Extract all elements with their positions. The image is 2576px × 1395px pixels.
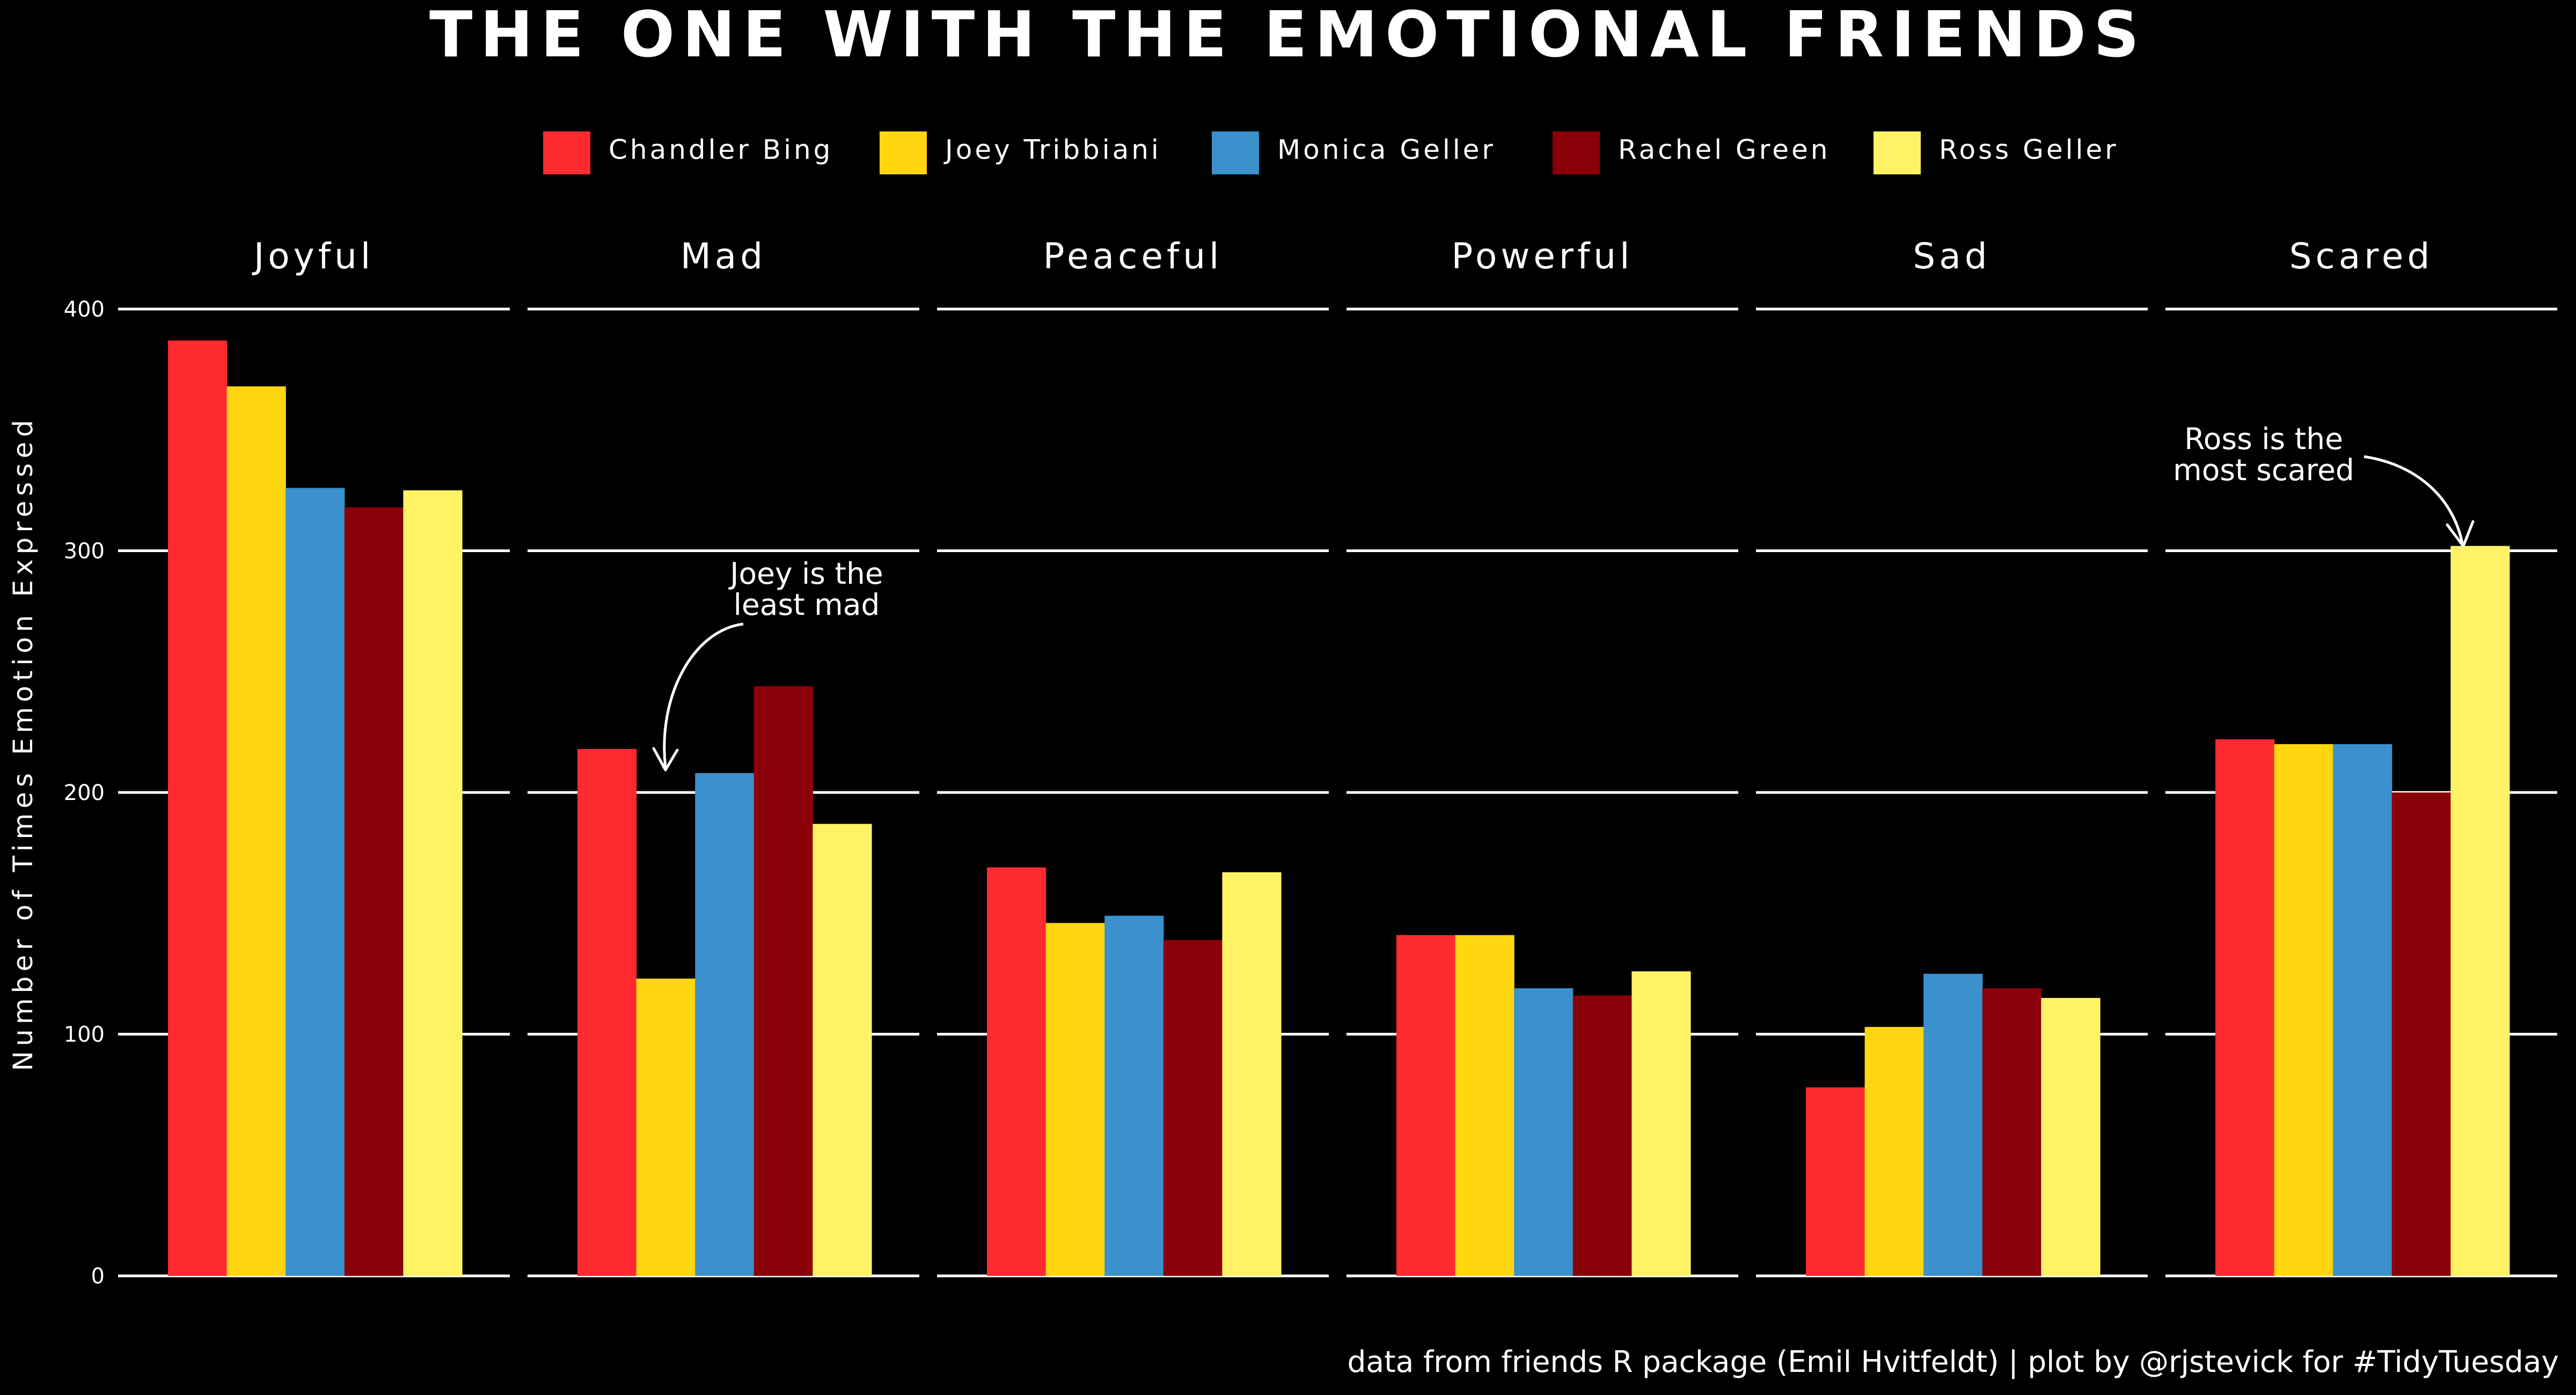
legend-label: Monica Geller [1277, 134, 1496, 165]
bar-mad-monica-geller [695, 773, 755, 1276]
y-tick-label: 100 [64, 1023, 105, 1047]
facet-label: Powerful [1452, 236, 1634, 277]
facet-peaceful: Peaceful [937, 236, 1329, 1277]
bar-powerful-monica-geller [1514, 988, 1574, 1276]
y-tick-label: 400 [64, 297, 105, 322]
legend-swatch [1212, 131, 1259, 174]
bar-sad-chandler-bing [1806, 1087, 1865, 1276]
y-tick-label: 0 [91, 1264, 105, 1289]
facet-label: Sad [1913, 236, 1990, 277]
bar-joyful-rachel-green [344, 507, 404, 1276]
bar-mad-ross-geller [813, 824, 872, 1276]
legend-swatch [1874, 131, 1921, 174]
facet-sad: Sad [1756, 236, 2148, 1277]
facet-label: Scared [2289, 236, 2434, 277]
y-axis-label: Number of Times Emotion Expressed [8, 415, 39, 1071]
bar-joyful-ross-geller [403, 490, 463, 1276]
bar-scared-ross-geller [2450, 546, 2510, 1276]
annotation-text: most scared [2173, 453, 2354, 487]
annotation-text: least mad [734, 588, 880, 622]
legend-item-rachel-green: Rachel Green [1553, 131, 1830, 174]
bar-scared-chandler-bing [2215, 739, 2275, 1276]
legend-item-monica-geller: Monica Geller [1212, 131, 1496, 174]
bar-scared-monica-geller [2333, 744, 2392, 1276]
bar-peaceful-monica-geller [1104, 915, 1164, 1276]
facet-label: Joyful [252, 236, 374, 277]
annotation-text: Ross is the [2184, 422, 2343, 456]
legend-label: Joey Tribbiani [943, 134, 1161, 165]
annotation-arrowhead [2446, 520, 2475, 548]
bar-sad-rachel-green [1982, 988, 2041, 1276]
legend-item-ross-geller: Ross Geller [1874, 131, 2119, 174]
annotation-arrow [2363, 455, 2464, 544]
bar-powerful-joey-tribbiani [1455, 935, 1514, 1276]
bar-joyful-monica-geller [286, 488, 345, 1276]
bar-sad-monica-geller [1923, 973, 1983, 1276]
bar-sad-joey-tribbiani [1864, 1026, 1924, 1276]
bar-powerful-rachel-green [1572, 995, 1632, 1276]
legend-label: Chandler Bing [609, 134, 833, 165]
facet-powerful: Powerful [1346, 236, 1738, 1277]
bar-scared-joey-tribbiani [2274, 744, 2333, 1276]
bar-joyful-joey-tribbiani [226, 386, 286, 1276]
annotation-arrow [663, 622, 744, 768]
bar-mad-chandler-bing [577, 748, 637, 1276]
annotation-arrowhead [652, 747, 679, 772]
bar-peaceful-joey-tribbiani [1045, 923, 1105, 1276]
legend-label: Rachel Green [1618, 134, 1830, 165]
y-tick-label: 200 [64, 781, 105, 805]
legend-swatch [880, 131, 927, 174]
legend-swatch [1553, 131, 1600, 174]
facet-scared: Scared [2165, 236, 2557, 1277]
legend-swatch [543, 131, 590, 174]
facet-label: Peaceful [1043, 236, 1223, 277]
bar-powerful-ross-geller [1631, 971, 1691, 1276]
facet-joyful: Joyful 0 100 200 300 400 [64, 236, 510, 1289]
facets: Joyful 0 100 200 300 400 Mad Peaceful Powerful Sa… [64, 236, 2557, 1289]
y-tick-label: 300 [64, 539, 105, 564]
bar-peaceful-chandler-bing [987, 867, 1046, 1276]
facet-label: Mad [680, 236, 766, 277]
legend-item-chandler-bing: Chandler Bing [543, 131, 833, 174]
bar-mad-rachel-green [753, 686, 813, 1276]
bar-joyful-chandler-bing [168, 340, 228, 1276]
annotation-text: Joey is the [728, 556, 883, 591]
chart-title: The One with the Emotional Friends [429, 0, 2147, 71]
bar-scared-rachel-green [2391, 792, 2451, 1276]
legend: Chandler Bing Joey Tribbiani Monica Geller… [543, 131, 2119, 174]
bar-peaceful-ross-geller [1222, 872, 1282, 1276]
chart-caption: data from friends R package (Emil Hvitfe… [1348, 1345, 2559, 1379]
facet-mad: Mad [528, 236, 919, 1277]
legend-label: Ross Geller [1939, 134, 2119, 165]
bar-powerful-chandler-bing [1396, 935, 1456, 1276]
bar-sad-ross-geller [2041, 997, 2101, 1276]
bar-mad-joey-tribbiani [636, 978, 696, 1276]
bar-peaceful-rachel-green [1163, 939, 1223, 1276]
legend-item-joey-tribbiani: Joey Tribbiani [880, 131, 1161, 174]
